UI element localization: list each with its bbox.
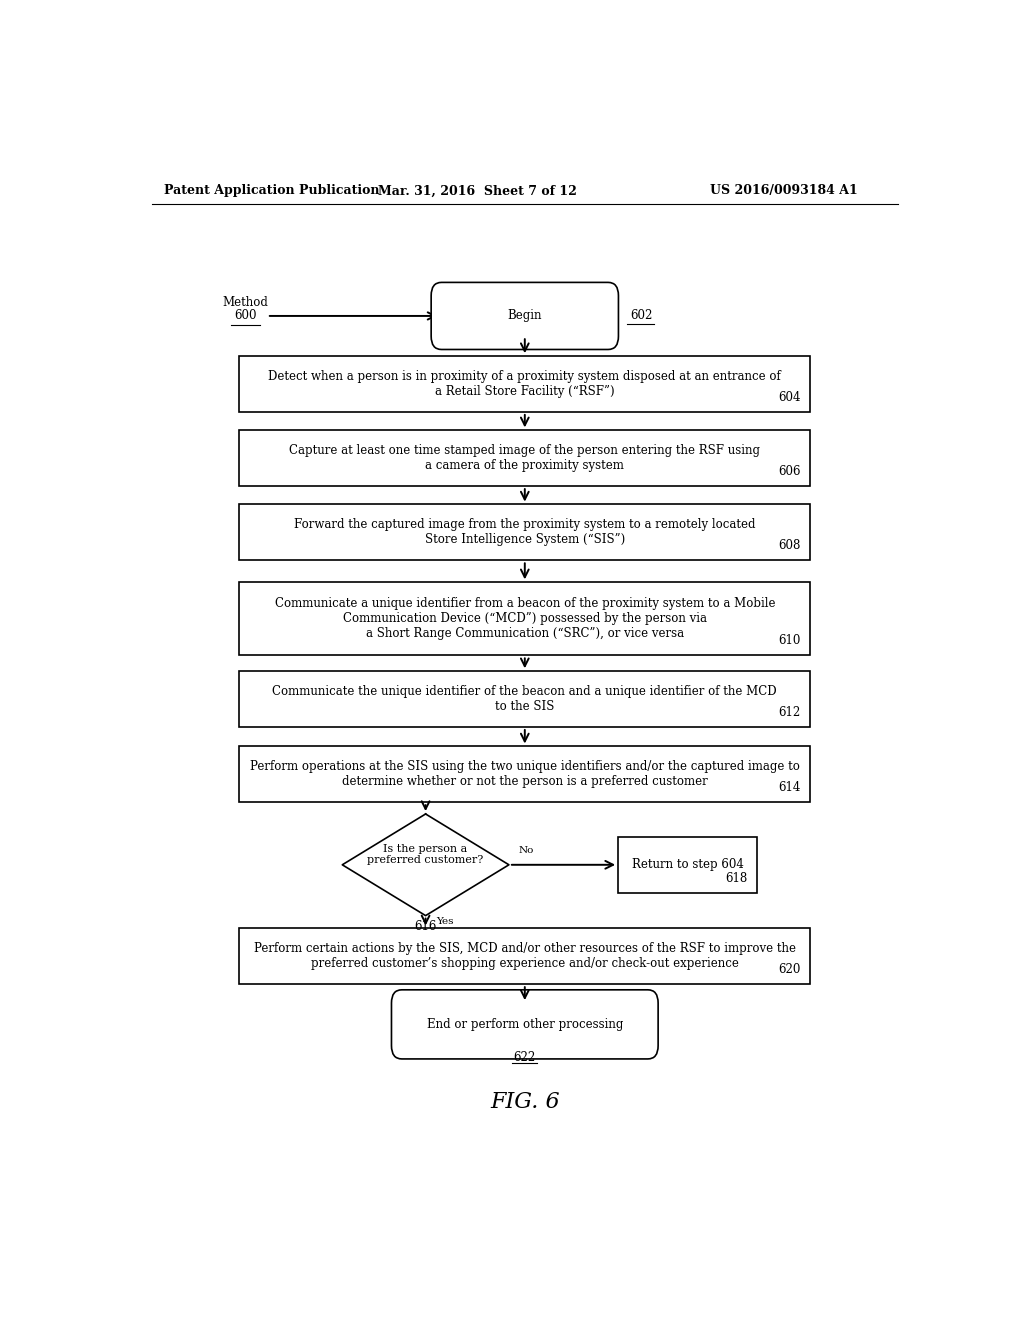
Text: 604: 604 (778, 391, 801, 404)
Text: Mar. 31, 2016  Sheet 7 of 12: Mar. 31, 2016 Sheet 7 of 12 (378, 185, 577, 198)
Text: 618: 618 (725, 871, 748, 884)
Text: End or perform other processing: End or perform other processing (427, 1018, 623, 1031)
Text: Communicate the unique identifier of the beacon and a unique identifier of the M: Communicate the unique identifier of the… (272, 685, 777, 713)
Text: Patent Application Publication: Patent Application Publication (164, 185, 379, 198)
Bar (618, 837, 757, 892)
Text: 620: 620 (778, 964, 801, 975)
Text: Forward the captured image from the proximity system to a remotely located
Store: Forward the captured image from the prox… (294, 519, 756, 546)
Text: US 2016/0093184 A1: US 2016/0093184 A1 (711, 185, 858, 198)
Text: 610: 610 (778, 635, 801, 647)
Bar (240, 582, 811, 656)
Text: 616: 616 (415, 920, 437, 933)
Text: FIG. 6: FIG. 6 (490, 1090, 559, 1113)
Text: Is the person a
preferred customer?: Is the person a preferred customer? (368, 843, 483, 866)
Text: 612: 612 (778, 706, 801, 719)
Text: 622: 622 (514, 1051, 536, 1064)
FancyBboxPatch shape (431, 282, 618, 350)
Bar (240, 671, 811, 727)
Text: No: No (518, 846, 534, 855)
Text: Begin: Begin (508, 309, 542, 322)
Text: Return to step 604: Return to step 604 (632, 858, 743, 871)
Text: 602: 602 (631, 309, 652, 322)
Text: 608: 608 (778, 540, 801, 552)
Text: 606: 606 (778, 465, 801, 478)
Bar (240, 430, 811, 486)
Bar (240, 928, 811, 985)
Text: Yes: Yes (436, 917, 454, 927)
Text: Perform operations at the SIS using the two unique identifiers and/or the captur: Perform operations at the SIS using the … (250, 760, 800, 788)
Text: 600: 600 (234, 309, 257, 322)
Text: 614: 614 (778, 781, 801, 795)
Bar (240, 356, 811, 412)
Text: Method: Method (222, 296, 268, 309)
Text: Perform certain actions by the SIS, MCD and/or other resources of the RSF to imp: Perform certain actions by the SIS, MCD … (254, 942, 796, 970)
Bar (240, 504, 811, 561)
Text: Communicate a unique identifier from a beacon of the proximity system to a Mobil: Communicate a unique identifier from a b… (274, 598, 775, 640)
FancyBboxPatch shape (391, 990, 658, 1059)
Bar (240, 746, 811, 803)
Text: Detect when a person is in proximity of a proximity system disposed at an entran: Detect when a person is in proximity of … (268, 370, 781, 399)
Text: Capture at least one time stamped image of the person entering the RSF using
a c: Capture at least one time stamped image … (290, 445, 760, 473)
